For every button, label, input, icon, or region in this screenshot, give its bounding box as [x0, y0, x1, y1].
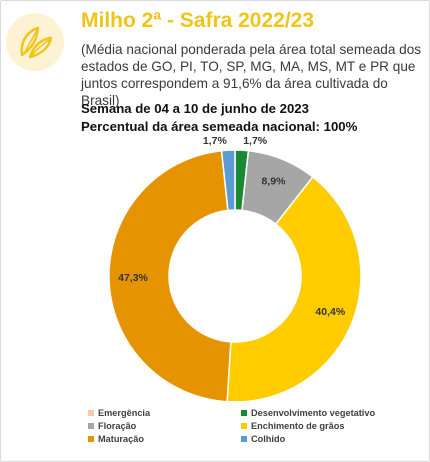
corn-leaf-icon — [4, 11, 66, 73]
legend-label: Maturação — [98, 434, 144, 444]
legend-swatch — [88, 410, 94, 416]
legend-item: Desenvolvimento vegetativo — [241, 408, 375, 418]
legend-label: Emergência — [98, 408, 151, 418]
slice-label-2: 8,9% — [261, 175, 286, 187]
chart-subtitle: (Média nacional ponderada pela área tota… — [81, 42, 422, 108]
legend-item: Emergência — [88, 408, 150, 418]
slice-5 — [220, 149, 236, 212]
legend-swatch — [241, 423, 247, 429]
slice-label-1: 1,7% — [243, 135, 268, 147]
legend-swatch — [241, 410, 247, 416]
slice-3 — [226, 175, 362, 401]
donut-chart: 1,7% 8,9% 40,4% 47,3% 1,7% — [108, 135, 362, 401]
legend-swatch — [241, 436, 247, 442]
slice-label-3: 40,4% — [315, 306, 345, 318]
sown-area-label: Percentual da área semeada nacional: 100… — [81, 119, 358, 134]
chart-title: Milho 2ª - Safra 2022/23 — [81, 9, 315, 32]
legend-label: Enchimento de grãos — [251, 421, 345, 431]
legend-label: Floração — [98, 421, 137, 431]
legend-swatch — [88, 423, 94, 429]
legend-item: Colhido — [241, 434, 285, 444]
slice-4 — [108, 149, 232, 401]
legend-item: Floração — [88, 421, 136, 431]
legend-label: Desenvolvimento vegetativo — [251, 408, 376, 418]
legend-label: Colhido — [251, 434, 286, 444]
legend-item: Enchimento de grãos — [241, 421, 344, 431]
legend-swatch — [88, 436, 94, 442]
slice-label-4: 47,3% — [118, 272, 148, 284]
week-label: Semana de 04 a 10 de junho de 2023 — [81, 101, 309, 116]
slice-label-5: 1,7% — [203, 135, 228, 147]
legend-item: Maturação — [88, 434, 144, 444]
